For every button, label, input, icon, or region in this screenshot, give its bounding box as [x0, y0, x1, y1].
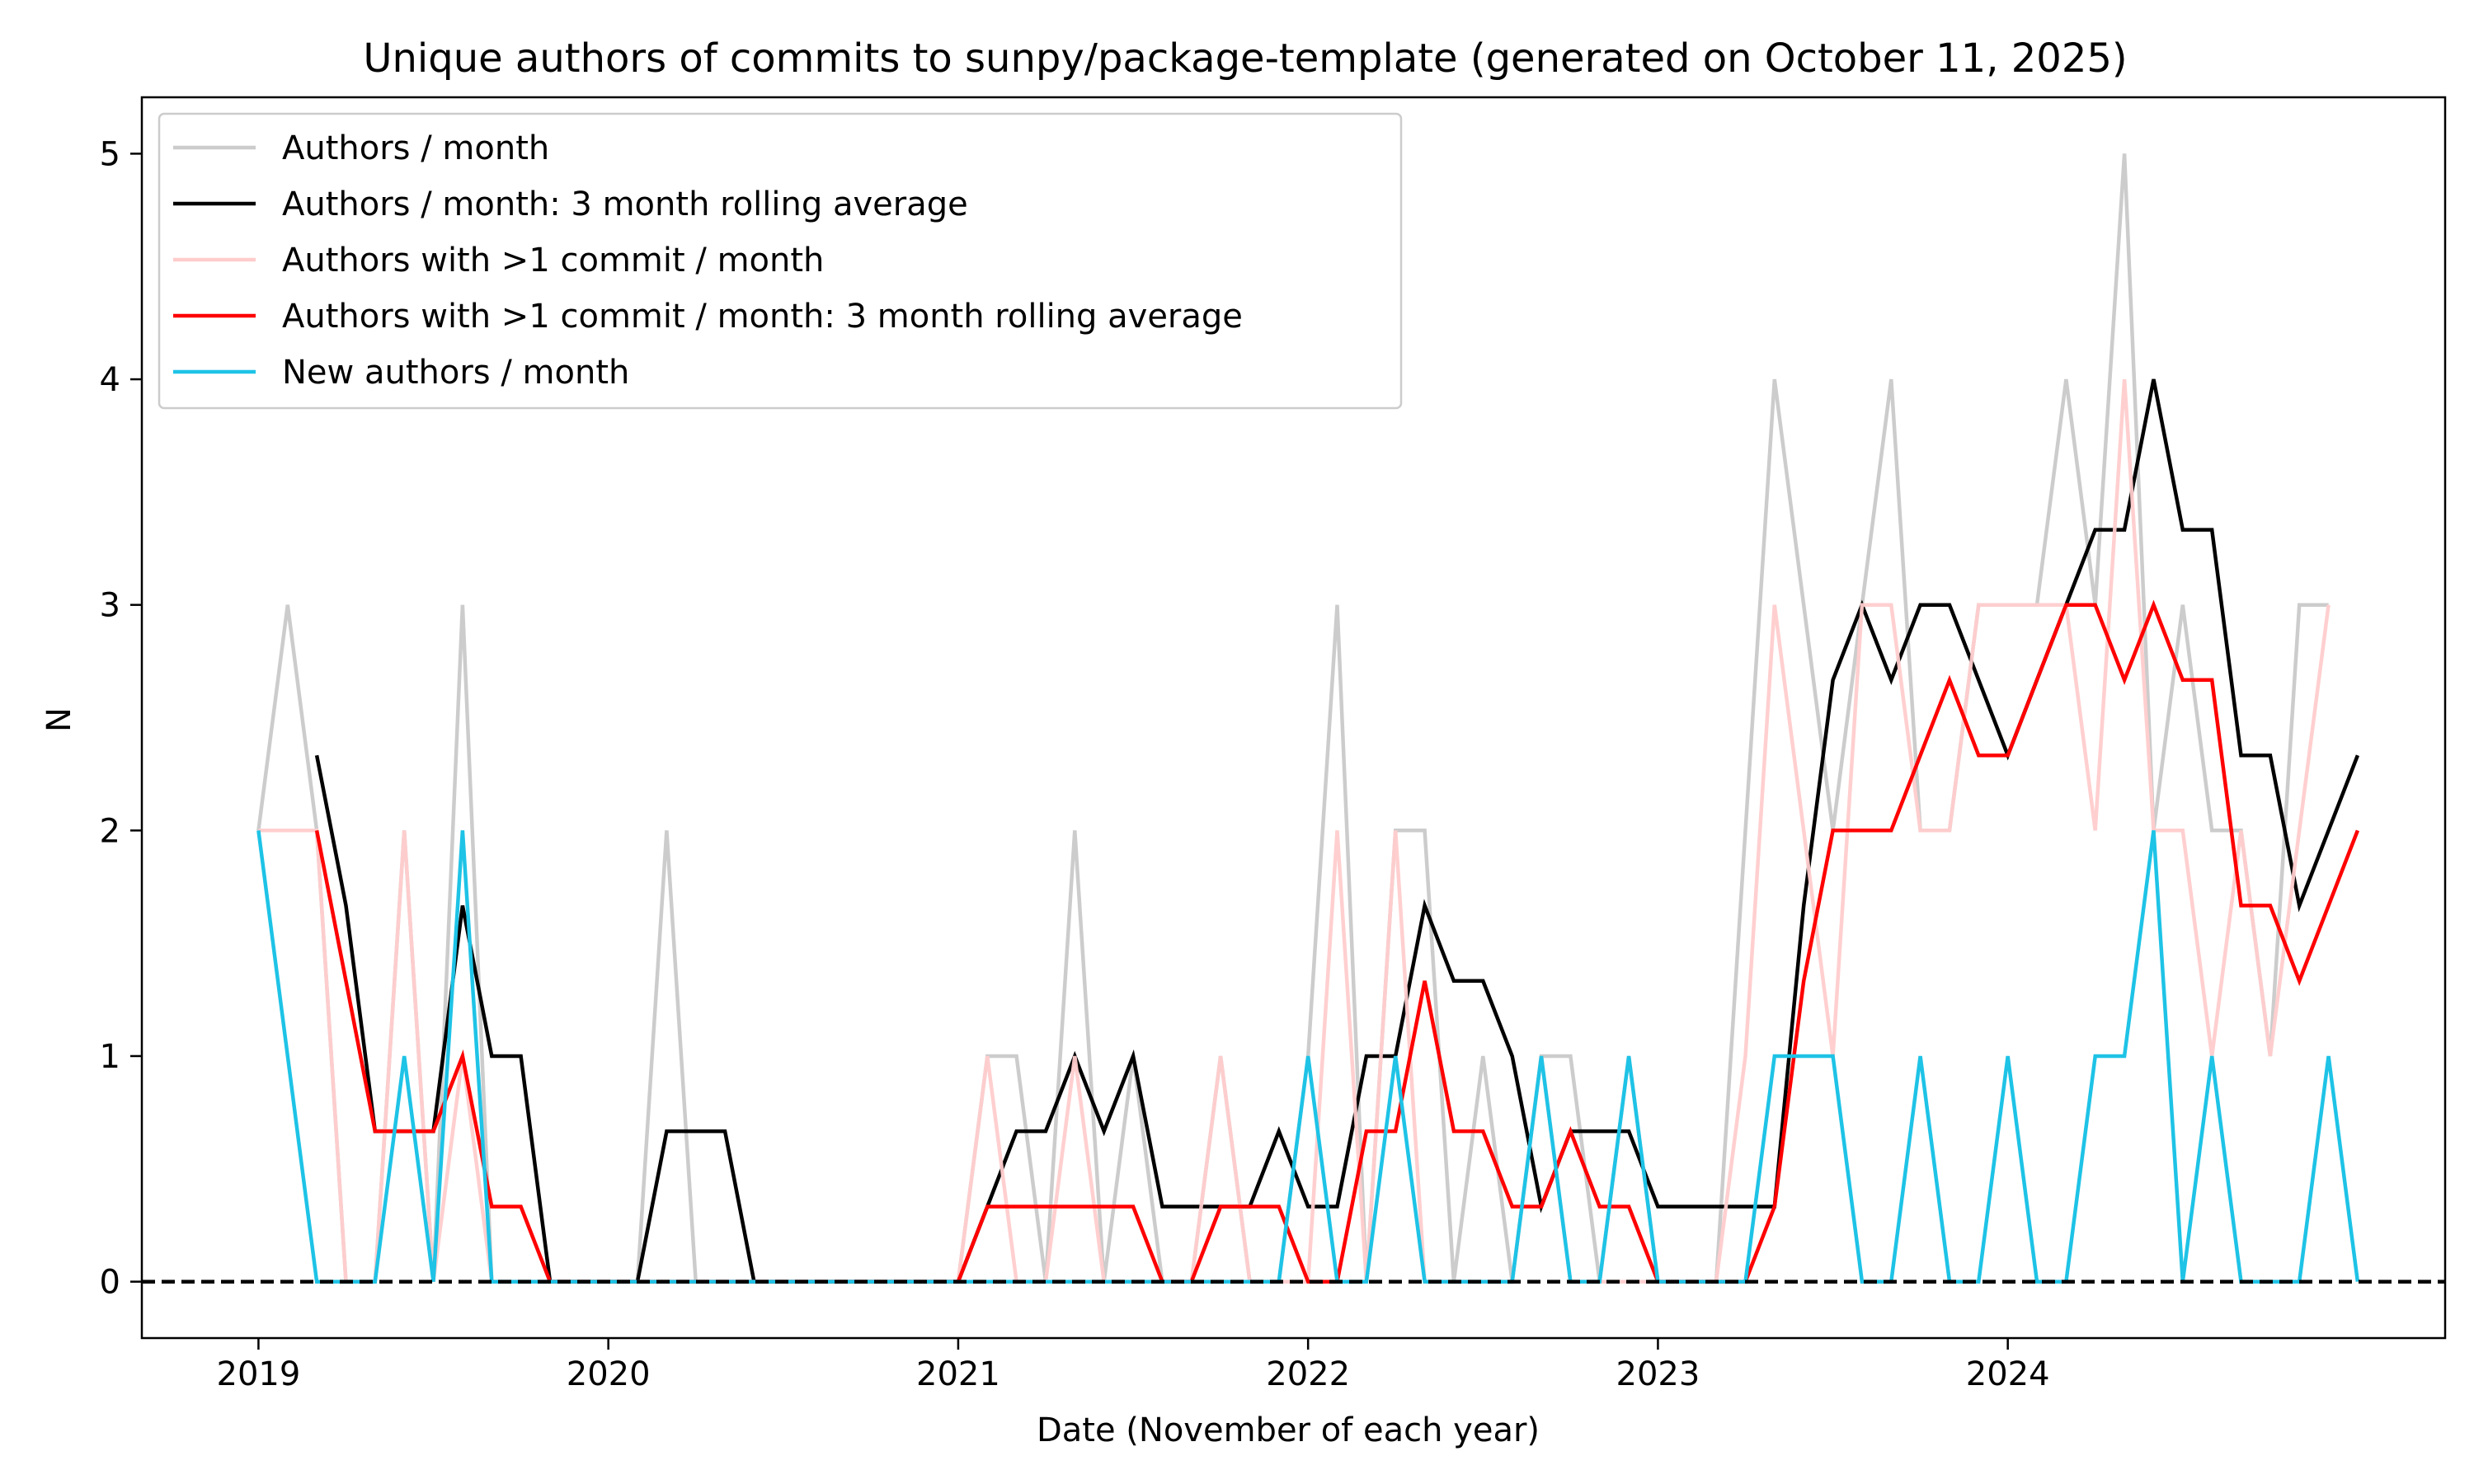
y-tick-label: 2 — [100, 812, 120, 850]
x-axis: 2019 2020 2021 2022 2023 2024 — [217, 1338, 2050, 1393]
legend: Authors / month Authors / month: 3 month … — [158, 112, 1403, 410]
legend-label-1: Authors / month — [282, 129, 549, 167]
x-tick-label: 2020 — [567, 1355, 651, 1393]
y-axis: 0 1 2 3 4 5 — [100, 135, 142, 1302]
y-axis-label: N — [40, 707, 78, 732]
x-tick-label: 2024 — [1966, 1355, 2050, 1393]
y-tick-label: 5 — [100, 135, 120, 173]
y-tick-label: 3 — [100, 587, 120, 625]
x-tick-label: 2022 — [1266, 1355, 1350, 1393]
y-tick-label: 1 — [100, 1038, 120, 1076]
x-tick-label: 2021 — [916, 1355, 1000, 1393]
y-tick-label: 0 — [100, 1264, 120, 1302]
legend-label-2: Authors / month: 3 month rolling average — [282, 186, 968, 223]
legend-entries: Authors / month Authors / month: 3 month … — [173, 129, 1243, 392]
legend-label-5: New authors / month — [282, 354, 629, 392]
x-tick-label: 2023 — [1616, 1355, 1700, 1393]
plot-frame — [140, 96, 2447, 1340]
legend-label-3: Authors with >1 commit / month — [282, 242, 824, 279]
x-tick-label: 2019 — [217, 1355, 301, 1393]
plot-area — [140, 96, 2447, 1340]
chart-title: Unique authors of commits to sunpy/packa… — [363, 35, 2127, 82]
legend-box — [158, 112, 1403, 410]
legend-label-4: Authors with >1 commit / month: 3 month … — [282, 298, 1243, 336]
y-tick-label: 4 — [100, 361, 120, 399]
x-axis-label: Date (November of each year) — [1037, 1411, 1540, 1449]
